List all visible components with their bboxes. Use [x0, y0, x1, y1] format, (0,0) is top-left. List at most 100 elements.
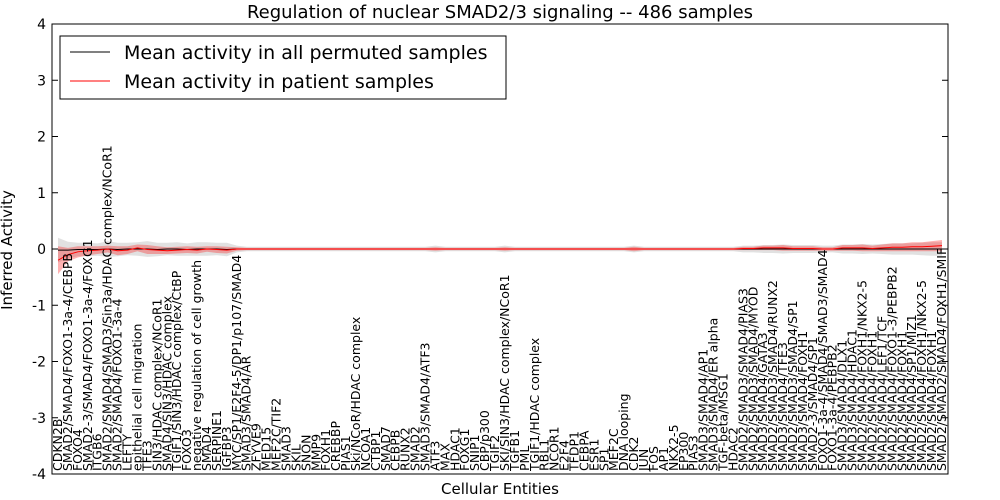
x-category-label: MYC/SP1/E2F4-5/DP1/p107/SMAD4	[229, 255, 244, 471]
y-tick-label: 0	[37, 242, 46, 258]
y-axis-label: Inferred Activity	[0, 190, 16, 310]
x-category-label: NKX2-5	[666, 424, 681, 471]
y-tick-label: -4	[32, 467, 46, 483]
x-category-label: CEBPA	[576, 430, 591, 471]
x-category-label: SMAD2/SMAD4/SMAD3/Sin3a/HDAC complex/NCo…	[100, 145, 115, 471]
x-category-label: FOXO4	[70, 429, 85, 471]
x-category-label: SMAD2/SMAD4/FOXH1/NKX2-5	[855, 280, 870, 471]
x-category-label: NCOA1	[358, 427, 373, 471]
x-category-label: SNON	[298, 435, 313, 471]
y-tick-label: 2	[37, 130, 46, 146]
x-category-label: TFDP1	[566, 431, 581, 472]
x-category-label: SMAD2/SMAD4/FOXH1	[924, 331, 939, 471]
x-category-label: CTBP1	[368, 431, 383, 471]
x-category-label: SKI/SIN3/HDAC complex/NCoR1	[497, 274, 512, 471]
x-category-label: FOXO1-3a-4/SMAD4/SMAD3/SMAD4	[815, 249, 830, 471]
x-category-label: JUN	[636, 449, 651, 472]
x-category-label: MAX	[437, 443, 452, 471]
x-category-label: CBP/p300	[477, 410, 492, 471]
x-category-label: SMAD2/SMAD3/SMAD4/SP1	[785, 300, 800, 471]
y-tick-label: 1	[37, 186, 46, 202]
x-category-label: SMAD2/SMAD4/FOXO1-3a-4/CEBPB	[60, 253, 75, 471]
x-category-label: SP1	[596, 448, 611, 471]
patient-mean-line	[57, 245, 943, 261]
x-category-label: SMAD2/SMAD4/FOXO1-3/PEBPB2	[884, 266, 899, 471]
x-category-label: FOS	[646, 446, 661, 471]
x-category-label: SMAD3/SMAD4/ATF3	[418, 343, 433, 471]
x-category-label: HDAC2	[725, 427, 740, 471]
x-category-label: TGIF1/HDAC complex	[527, 338, 542, 472]
x-category-label: PML	[517, 446, 532, 471]
x-category-label: SNIP1	[467, 435, 482, 471]
x-category-label: FOXO3	[179, 429, 194, 471]
x-category-label: SMAD3/SMAD4/TFE3	[775, 342, 790, 471]
x-category-label: RBL1	[537, 439, 552, 471]
x-category-label: CEBPB	[388, 430, 403, 471]
x-category-label: MEF2C/TIF2	[269, 398, 284, 471]
x-category-label: SMAD2/SMAD3/SMAD4/RUNX2	[765, 280, 780, 471]
legend-box	[59, 35, 507, 100]
x-category-label: ATF3	[427, 441, 442, 471]
y-tick-label: 3	[37, 73, 46, 89]
x-category-label: DNA looping	[616, 393, 631, 471]
x-category-label: SMAD2/SMAD3/SMAD4/MYOD	[745, 287, 760, 471]
y-tick-label: -2	[32, 355, 46, 371]
x-category-label: PIAS1	[338, 435, 353, 471]
x-category-label: epithelial cell migration	[129, 324, 144, 471]
y-tick-label: -3	[32, 411, 46, 427]
x-category-label: ESR1	[586, 439, 601, 471]
x-category-label: E2F4	[557, 440, 572, 471]
x-category-label: SMAD2	[408, 426, 423, 471]
x-axis-label: Cellular Entities	[441, 480, 559, 498]
x-category-label: SMAD3/SMAD4/AP1	[696, 349, 711, 471]
x-category-label: SERPINE1	[209, 410, 224, 471]
x-category-label: SMAD3/SMAD4/GATA3	[755, 332, 770, 471]
x-category-label: PIAS3	[686, 435, 701, 471]
chart-title: Regulation of nuclear SMAD2/3 signaling …	[247, 2, 753, 23]
plot-frame	[51, 23, 949, 475]
y-tick-label: -1	[32, 298, 46, 314]
y-tick-label: 4	[37, 17, 46, 33]
x-category-label: Ski/NCoR/HDAC complex	[348, 317, 363, 471]
x-category-label: SMAD2/SMAD4/FOXH1	[894, 331, 909, 471]
x-category-label: negative regulation of cell growth	[189, 260, 204, 471]
x-category-label: SMAD3/SMAD4/AR	[239, 355, 254, 471]
x-category-label: FOXO1-3a-4/PEBPB2	[825, 344, 840, 471]
x-category-label: CDK2	[626, 436, 641, 471]
x-category-label: SMAD2/SMAD4/SP1/MIZ1	[904, 314, 919, 471]
x-category-label: LEFTY	[120, 434, 135, 471]
x-category-label: AP1	[656, 447, 671, 471]
x-category-label: SMAD3/SMAD4/DLX1	[835, 340, 850, 471]
plot-area: -4-3-2-101234CDKN2BSMAD2/SMAD4/FOXO1-3a-…	[32, 17, 949, 483]
x-category-label: MMP9	[308, 434, 323, 471]
x-category-label: CREBBP	[328, 421, 343, 471]
legend-entry-label: Mean activity in patient samples	[124, 71, 434, 93]
x-category-label: ITGB6	[90, 433, 105, 471]
x-category-label: SMAD4/SIN3/HDAC complex	[159, 296, 174, 471]
x-category-label: TGIF2	[487, 435, 502, 472]
legend-entry-label: Mean activity in all permuted samples	[124, 42, 487, 64]
x-category-label: ZFYVE9	[249, 423, 264, 471]
x-category-label: MEF2C	[606, 428, 621, 471]
x-category-label: SMAD3/SMAD4/ER alpha	[706, 318, 721, 471]
x-category-label: SMAD2/SMAD4/FOXO1-3a-4	[110, 298, 125, 471]
x-category-label: SMAD2-3/SMAD4/SP1	[805, 337, 820, 471]
x-category-label: IGFBP3	[219, 426, 234, 471]
x-category-label: CDKN2B	[50, 419, 65, 471]
x-category-label: EP300	[676, 432, 691, 471]
x-category-label: SMAD2/SMAD4/FOXH1	[864, 331, 879, 471]
x-category-label: NCOR1	[547, 426, 562, 471]
x-category-label: SIN3/HDAC complex/NCoR1	[149, 298, 164, 471]
x-category-label: SMAD4	[199, 426, 214, 471]
x-category-label: RUNX2	[398, 427, 413, 471]
x-category-label: TGF-beta/MSG1	[715, 373, 730, 472]
x-category-label: MED15	[259, 427, 274, 471]
x-category-label: SMAD3/SMAD4/HDAC1	[845, 329, 860, 471]
x-category-label: TGIF1/SIN3/HDAC complex/CtBP	[169, 270, 184, 472]
x-category-label: SMAD2/SMAD2/SMAD4/FOXH1/SMIF	[934, 248, 949, 471]
x-category-label: FOXG1	[457, 429, 472, 471]
permuted-confidence-band	[58, 237, 942, 263]
x-category-label: TFE3	[139, 440, 154, 472]
x-category-label: SKIL	[288, 444, 303, 471]
